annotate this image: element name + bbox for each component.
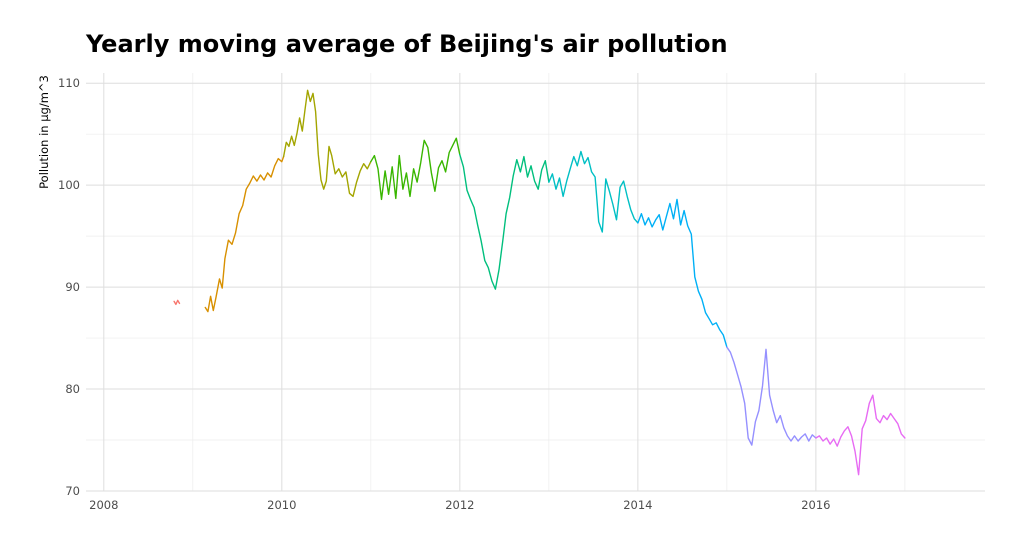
x-tick-label: 2008 [89, 498, 118, 512]
series-line-3 [282, 89, 372, 198]
x-tick-label: 2010 [267, 498, 296, 512]
major-gridlines [86, 73, 985, 492]
x-tick-labels: 2008 2010 2012 2014 2016 [89, 498, 830, 512]
series-line-4 [370, 137, 461, 201]
y-axis-title: Pollution in µg/m^3 [37, 75, 51, 189]
series-line-6 [548, 150, 639, 233]
series-line-7 [637, 198, 728, 348]
y-tick-label: 70 [65, 484, 80, 498]
chart-title: Yearly moving average of Beijing's air p… [86, 30, 728, 58]
x-tick-label: 2012 [445, 498, 474, 512]
y-tick-label: 80 [65, 382, 80, 396]
y-tick-label: 100 [58, 178, 80, 192]
series-line-1 [173, 299, 181, 306]
series-line-2 [204, 155, 285, 313]
y-tick-label: 110 [58, 76, 80, 90]
series-line-5 [459, 153, 550, 290]
series-lines [173, 89, 906, 476]
x-tick-label: 2016 [801, 498, 830, 512]
y-tick-labels: 70 80 90 100 110 [58, 76, 80, 498]
series-line-9 [815, 394, 906, 476]
minor-gridlines [86, 73, 985, 491]
y-tick-label: 90 [65, 280, 80, 294]
series-line-8 [726, 346, 817, 446]
x-tick-label: 2014 [623, 498, 652, 512]
